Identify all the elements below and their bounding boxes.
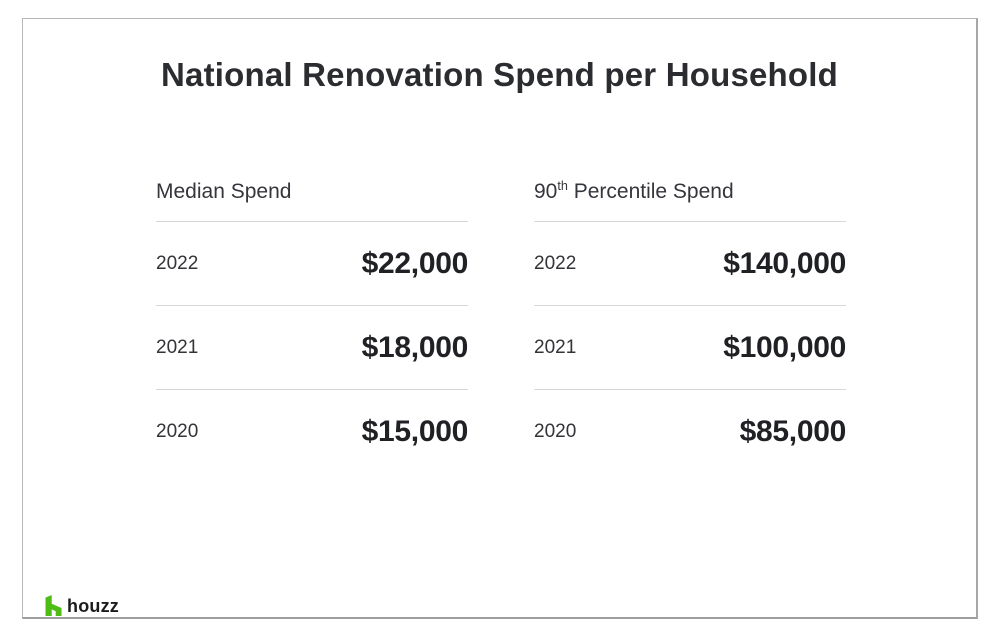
houzz-wordmark: houzz <box>67 596 119 616</box>
column-header-superscript: th <box>557 179 568 193</box>
spend-value: $140,000 <box>723 246 846 280</box>
column-header-percentile: 90th Percentile Spend <box>534 180 846 222</box>
year-label: 2020 <box>534 420 577 442</box>
houzz-logo: houzz <box>45 595 119 616</box>
spend-value: $22,000 <box>361 246 469 280</box>
percentile-spend-column: 90th Percentile Spend 2022 $140,000 2021… <box>534 180 846 473</box>
spend-value: $85,000 <box>739 414 847 448</box>
column-header-text: 90 <box>534 180 558 203</box>
spend-value: $100,000 <box>723 330 846 364</box>
year-label: 2022 <box>156 252 199 274</box>
chart-frame: National Renovation Spend per Household … <box>22 18 978 619</box>
table-row: 2022 $140,000 <box>534 222 846 306</box>
table-row: 2021 $18,000 <box>156 306 468 390</box>
column-header-median: Median Spend <box>156 180 468 222</box>
spend-columns: Median Spend 2022 $22,000 2021 $18,000 2… <box>156 180 846 473</box>
column-header-text-rest: Percentile Spend <box>567 180 734 203</box>
year-label: 2022 <box>534 252 577 274</box>
table-row: 2021 $100,000 <box>534 306 846 390</box>
year-label: 2021 <box>156 336 199 358</box>
spend-value: $18,000 <box>361 330 469 364</box>
column-header-text: Median Spend <box>156 180 292 203</box>
table-row: 2020 $15,000 <box>156 390 468 473</box>
table-row: 2020 $85,000 <box>534 390 846 473</box>
table-row: 2022 $22,000 <box>156 222 468 306</box>
chart-title: National Renovation Spend per Household <box>160 56 839 93</box>
year-label: 2021 <box>534 336 577 358</box>
year-label: 2020 <box>156 420 199 442</box>
houzz-h-icon <box>45 595 62 616</box>
median-spend-column: Median Spend 2022 $22,000 2021 $18,000 2… <box>156 180 468 473</box>
spend-value: $15,000 <box>361 414 469 448</box>
